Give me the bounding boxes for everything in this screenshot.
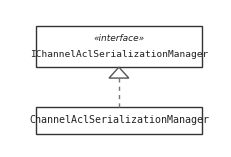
Text: ChannelAclSerializationManager: ChannelAclSerializationManager	[29, 115, 208, 125]
Bar	[36, 26, 201, 67]
Text: IChannelAclSerializationManager: IChannelAclSerializationManager	[30, 50, 207, 59]
Bar	[36, 107, 201, 134]
Text: «interface»: «interface»	[93, 34, 144, 43]
Polygon shape	[109, 67, 128, 78]
